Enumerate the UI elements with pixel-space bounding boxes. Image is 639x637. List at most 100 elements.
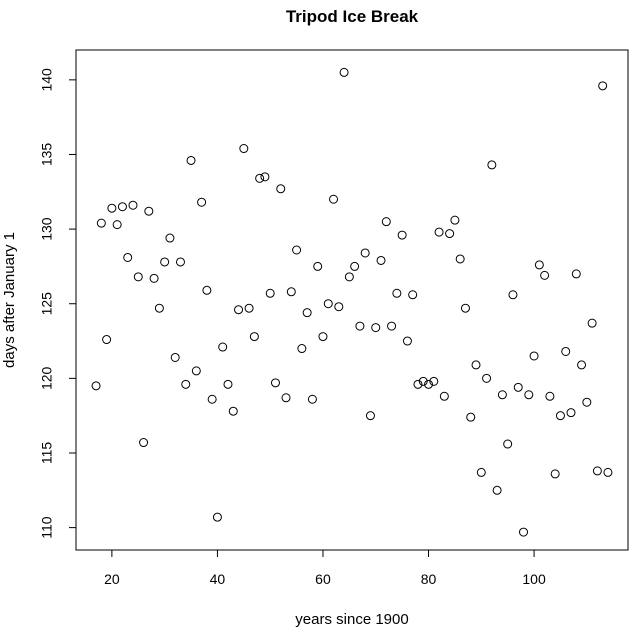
x-axis-label: years since 1900 (295, 611, 408, 628)
data-point (292, 245, 302, 255)
data-point (550, 469, 560, 479)
data-point (598, 81, 608, 91)
y-tick-label: 130 (39, 217, 55, 241)
data-point (286, 287, 296, 297)
data-point (112, 220, 122, 230)
data-point (334, 302, 344, 312)
data-point (487, 160, 497, 170)
data-point (424, 379, 434, 389)
data-point (281, 393, 291, 403)
data-point (476, 467, 486, 477)
data-point (218, 342, 228, 352)
chart-title: Tripod Ice Break (286, 7, 419, 26)
data-point (139, 438, 149, 448)
data-point (555, 411, 565, 421)
data-point (466, 412, 476, 422)
data-point (239, 144, 249, 154)
data-point (255, 173, 265, 183)
data-point (592, 466, 602, 476)
data-point (603, 467, 613, 477)
data-point (302, 308, 312, 318)
data-point (318, 332, 328, 342)
data-point (566, 408, 576, 418)
data-point (207, 394, 217, 404)
data-point (212, 512, 222, 522)
x-tick-label: 40 (210, 571, 226, 587)
data-point (91, 381, 101, 391)
data-point (128, 200, 138, 210)
data-point (545, 391, 555, 401)
data-point (450, 215, 460, 225)
data-point (482, 373, 492, 383)
data-point (460, 303, 470, 313)
data-point (392, 288, 402, 298)
data-point (133, 272, 143, 282)
data-point (307, 394, 317, 404)
data-point (123, 252, 133, 262)
data-point (519, 527, 529, 537)
data-point (408, 290, 418, 300)
data-point (144, 206, 154, 216)
data-point (397, 230, 407, 240)
data-point (529, 351, 539, 361)
data-point (107, 203, 117, 213)
y-axis: 110 115 120 125 130 135 140 (39, 68, 76, 539)
data-point (582, 397, 592, 407)
data-point (313, 261, 323, 271)
y-axis-label: days after January 1 (1, 232, 18, 368)
data-point (297, 344, 307, 354)
data-point (154, 303, 164, 313)
data-point (445, 229, 455, 239)
y-tick-label: 120 (39, 366, 55, 390)
data-point (381, 217, 391, 227)
data-point (117, 202, 127, 212)
x-tick-label: 60 (315, 571, 331, 587)
data-point (323, 299, 333, 309)
data-point (524, 390, 534, 400)
data-point (260, 172, 270, 182)
data-point (434, 227, 444, 237)
data-point (587, 318, 597, 328)
data-point (508, 290, 518, 300)
data-point (186, 155, 196, 165)
data-point (344, 272, 354, 282)
data-point (165, 233, 175, 243)
x-tick-label: 80 (421, 571, 437, 587)
data-point (513, 382, 523, 392)
data-point (540, 270, 550, 280)
data-point (149, 273, 159, 283)
data-point (170, 352, 180, 362)
data-point (191, 366, 201, 376)
y-tick-label: 140 (39, 68, 55, 92)
data-point (355, 321, 365, 331)
x-tick-label: 100 (522, 571, 546, 587)
y-tick-label: 135 (39, 143, 55, 167)
data-point (360, 248, 370, 258)
data-point (455, 254, 465, 264)
data-point (265, 288, 275, 298)
data-point (339, 67, 349, 77)
data-point (376, 255, 386, 265)
data-points (91, 67, 613, 537)
data-point (249, 332, 259, 342)
y-tick-label: 110 (39, 516, 55, 539)
data-point (577, 360, 587, 370)
data-point (561, 346, 571, 356)
data-point (197, 197, 207, 207)
data-point (571, 269, 581, 279)
data-point (534, 260, 544, 270)
data-point (439, 391, 449, 401)
data-point (350, 261, 360, 271)
data-point (102, 335, 112, 345)
data-point (270, 378, 280, 388)
data-point (371, 323, 381, 333)
data-point (276, 184, 286, 194)
data-point (202, 285, 212, 295)
data-point (228, 406, 238, 416)
data-point (244, 303, 254, 313)
data-point (387, 321, 397, 331)
y-tick-label: 125 (39, 292, 55, 316)
data-point (365, 411, 375, 421)
data-point (181, 379, 191, 389)
